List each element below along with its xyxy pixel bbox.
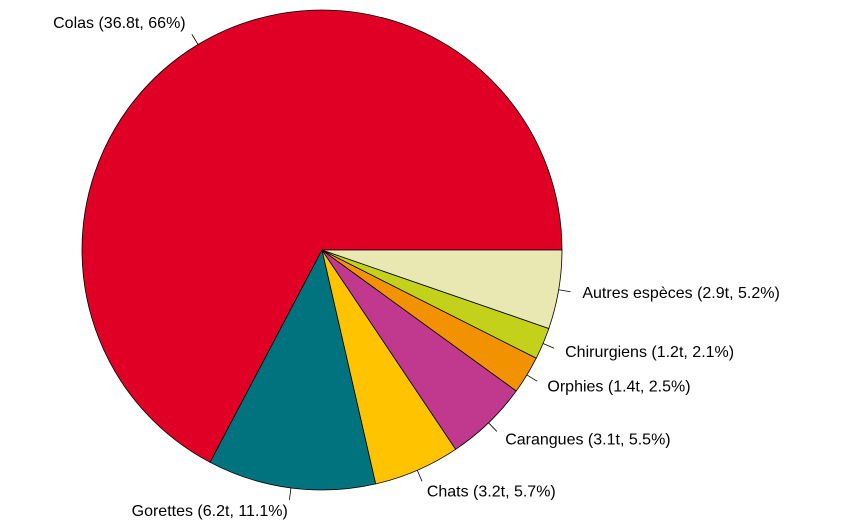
- slice-label: Chats (3.2t, 5.7%): [427, 484, 556, 501]
- leader-line: [542, 343, 555, 349]
- leader-line: [558, 289, 571, 293]
- leader-line: [416, 470, 423, 482]
- leader-line: [526, 374, 538, 382]
- slice-label: Chirurgiens (1.2t, 2.1%): [565, 344, 734, 361]
- slice-label: Autres espèces (2.9t, 5.2%): [582, 285, 779, 302]
- leader-line: [488, 422, 498, 432]
- leader-line: [191, 34, 199, 45]
- slice-label: Gorettes (6.2t, 11.1%): [132, 503, 288, 520]
- pie-slice: [81, 9, 563, 463]
- slice-label: Colas (36.8t, 66%): [53, 15, 186, 32]
- leader-line: [289, 487, 292, 500]
- slice-label: Carangues (3.1t, 5.5%): [505, 431, 670, 448]
- pie-slice: [209, 248, 377, 491]
- slice-label: Orphies (1.4t, 2.5%): [547, 379, 690, 396]
- pie-slice: [321, 249, 563, 329]
